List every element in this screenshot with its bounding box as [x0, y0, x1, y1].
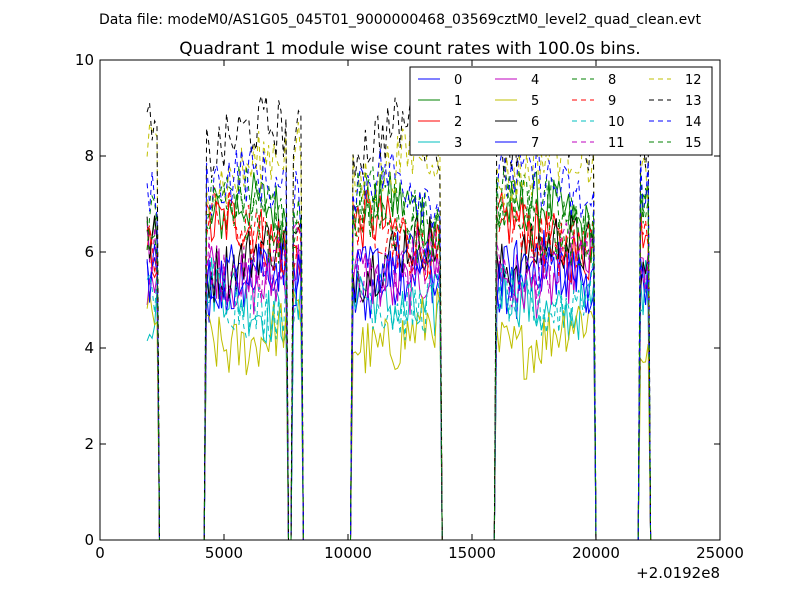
series-line-0: [146, 240, 652, 540]
series-layer: [146, 95, 652, 540]
legend-label-11: 11: [608, 136, 625, 151]
series-line-15: [146, 176, 652, 540]
legend-label-2: 2: [454, 115, 462, 130]
x-tick-label: 5000: [205, 544, 243, 562]
y-tick-label: 2: [84, 435, 94, 453]
data-file-suptitle: Data file: modeM0/AS1G05_045T01_90000004…: [99, 12, 701, 28]
x-offset-label: +2.0192e8: [636, 564, 720, 582]
legend-label-10: 10: [608, 115, 625, 130]
x-tick-label: 25000: [696, 544, 744, 562]
legend-label-8: 8: [608, 73, 616, 88]
x-tick-label: 0: [95, 544, 105, 562]
series-line-5: [146, 288, 652, 540]
legend-label-15: 15: [685, 136, 702, 151]
legend-label-5: 5: [531, 94, 539, 109]
y-tick-label: 4: [84, 339, 94, 357]
series-line-1: [146, 171, 652, 540]
legend-label-14: 14: [685, 115, 702, 130]
series-line-8: [146, 165, 652, 540]
y-tick-label: 6: [84, 243, 94, 261]
series-line-11: [146, 221, 652, 540]
plot-frame: [99, 59, 721, 541]
legend-label-9: 9: [608, 94, 616, 109]
chart-title: Quadrant 1 module wise count rates with …: [179, 39, 640, 59]
series-line-9: [146, 187, 652, 540]
legend-label-4: 4: [531, 73, 539, 88]
series-line-12: [146, 119, 652, 540]
legend-frame: [409, 66, 713, 156]
legend-label-0: 0: [454, 73, 462, 88]
legend-label-6: 6: [531, 115, 539, 130]
legend-label-13: 13: [685, 94, 702, 109]
series-line-4: [146, 229, 652, 540]
series-line-10: [146, 255, 652, 540]
x-tick-label: 10000: [324, 544, 372, 562]
series-line-14: [146, 143, 652, 540]
legend-label-1: 1: [454, 94, 462, 109]
legend-label-7: 7: [531, 136, 539, 151]
y-tick-label: 10: [75, 51, 94, 69]
x-tick-label: 15000: [448, 544, 496, 562]
y-tick-label: 0: [84, 531, 94, 549]
x-tick-label: 20000: [572, 544, 620, 562]
legend-label-3: 3: [454, 136, 462, 151]
y-tick-label: 8: [84, 147, 94, 165]
legend-label-12: 12: [685, 73, 702, 88]
